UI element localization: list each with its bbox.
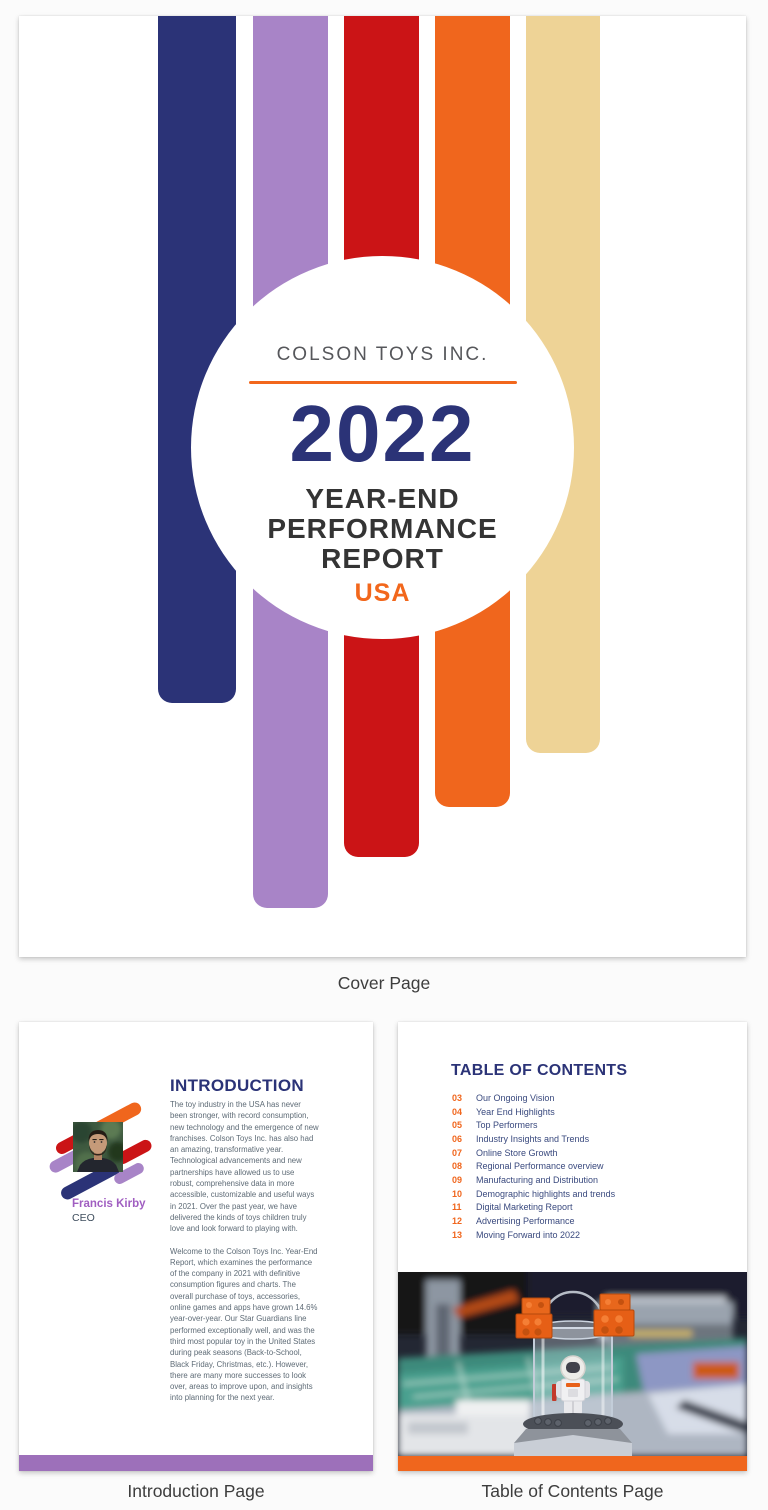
toc-item: 06 Industry Insights and Trends (452, 1132, 615, 1146)
toc-footer-bar (398, 1456, 747, 1471)
toc-item-label: Online Store Growth (476, 1147, 558, 1158)
toc-item: 10 Demographic highlights and trends (452, 1187, 615, 1201)
toc-item-number: 09 (452, 1174, 463, 1185)
toc-item-label: Top Performers (476, 1120, 538, 1131)
cover-region: USA (354, 579, 411, 607)
cover-year: 2022 (289, 389, 476, 478)
toc-item-number: 07 (452, 1147, 463, 1158)
toc-item: 08 Regional Performance overview (452, 1159, 615, 1173)
orange-bricks-right (593, 1293, 635, 1337)
introduction-page-preview[interactable]: Francis Kirby CEO INTRODUCTION The toy i… (19, 1022, 373, 1471)
toc-heading: TABLE OF CONTENTS (451, 1062, 628, 1079)
toc-item-label: Our Ongoing Vision (476, 1092, 555, 1103)
ceo-avatar-block (47, 1097, 159, 1209)
toc-item: 04 Year End Highlights (452, 1105, 615, 1119)
toc-item-label: Digital Marketing Report (476, 1202, 573, 1213)
toc-item-label: Advertising Performance (476, 1216, 575, 1227)
toc-item-label: Industry Insights and Trends (476, 1133, 590, 1144)
capsule-base-plate (514, 1413, 632, 1456)
toy-capsule (514, 1290, 635, 1456)
toc-item: 09 Manufacturing and Distribution (452, 1173, 615, 1187)
cover-divider (248, 381, 517, 384)
introduction-paragraph-1: The toy industry in the USA has never be… (170, 1100, 319, 1234)
toc-item-number: 05 (452, 1120, 463, 1131)
toc-item-number: 11 (452, 1202, 462, 1213)
cover-title-line-3: REPORT (321, 543, 444, 574)
toc-item-label: Year End Highlights (476, 1106, 555, 1117)
toc-item-number: 06 (452, 1133, 463, 1144)
company-name: COLSON TOYS INC. (276, 344, 489, 365)
toc-item: 05 Top Performers (452, 1118, 615, 1132)
orange-bricks-left (515, 1297, 553, 1339)
cover-page-preview[interactable]: COLSON TOYS INC. 2022 YEAR-END PERFORMAN… (19, 16, 746, 957)
toc-item-label: Moving Forward into 2022 (476, 1229, 581, 1240)
toc-item: 07 Online Store Growth (452, 1146, 615, 1160)
introduction-page-caption: Introduction Page (127, 1481, 265, 1501)
toc-list: 03 Our Ongoing Vision 04 Year End Highligh… (452, 1091, 615, 1242)
ceo-portrait-photo (73, 1122, 123, 1172)
toc-item-label: Regional Performance overview (476, 1161, 604, 1172)
author-title: CEO (72, 1212, 95, 1224)
cover-title: YEAR-END PERFORMANCE REPORT (267, 484, 497, 574)
cover-title-line-2: PERFORMANCE (267, 513, 498, 544)
toc-page-caption: Table of Contents Page (481, 1481, 664, 1501)
toc-item-number: 03 (452, 1092, 463, 1103)
introduction-heading: INTRODUCTION (170, 1076, 304, 1095)
toc-item-number: 10 (452, 1188, 463, 1199)
toc-item-number: 12 (452, 1216, 463, 1227)
toc-item: 11 Digital Marketing Report (452, 1201, 615, 1215)
introduction-footer-bar (19, 1455, 373, 1471)
toc-item: 13 Moving Forward into 2022 (452, 1228, 615, 1242)
toc-item-number: 04 (452, 1106, 463, 1117)
toc-item-number: 13 (452, 1229, 463, 1240)
toc-item: 12 Advertising Performance (452, 1214, 615, 1228)
lego-astronaut-photo (398, 1272, 747, 1456)
introduction-paragraph-2: Welcome to the Colson Toys Inc. Year-End… (170, 1246, 318, 1403)
cover-page-caption: Cover Page (337, 973, 431, 993)
toc-item-label: Demographic highlights and trends (476, 1188, 616, 1199)
introduction-body: The toy industry in the USA has never be… (170, 1099, 319, 1404)
toc-item: 03 Our Ongoing Vision (452, 1091, 615, 1105)
toc-item-label: Manufacturing and Distribution (476, 1174, 599, 1185)
cover-title-line-1: YEAR-END (305, 483, 460, 514)
author-name: Francis Kirby (72, 1198, 146, 1210)
toc-item-number: 08 (452, 1161, 463, 1172)
cover-title-circle: COLSON TOYS INC. 2022 YEAR-END PERFORMAN… (191, 256, 574, 639)
table-of-contents-page-preview[interactable]: TABLE OF CONTENTS 03 Our Ongoing Vision 0… (398, 1022, 747, 1471)
astronaut-minifigure (552, 1355, 590, 1414)
